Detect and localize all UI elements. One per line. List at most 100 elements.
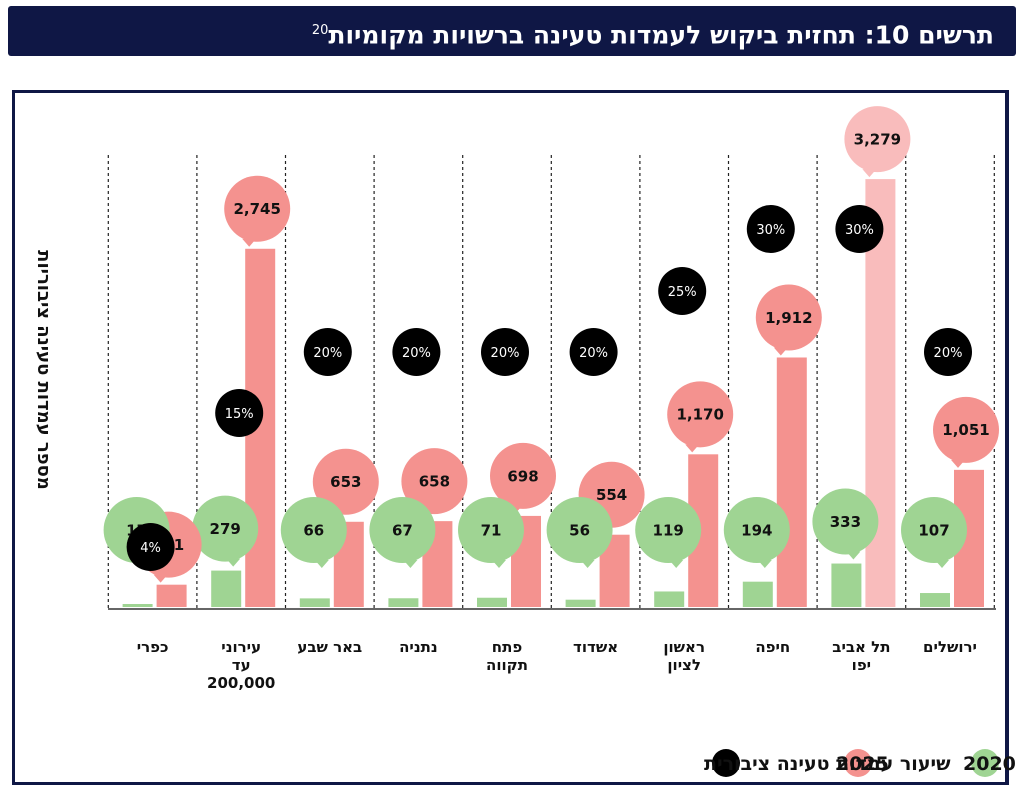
legend-swatch <box>712 749 740 777</box>
rate-bubble: 15% <box>215 389 264 437</box>
rate-bubble-circle <box>126 523 175 571</box>
x-axis-label: תל אביב יפו <box>832 638 890 674</box>
title-footnote: 20 <box>311 23 329 38</box>
x-axis-label-line: תל אביב <box>832 638 890 656</box>
legend-label: 2020 <box>963 753 1016 775</box>
label-2020-circle <box>812 488 879 555</box>
bar-2025 <box>776 357 807 607</box>
label-2020-value: 333 <box>830 513 861 531</box>
label-2025-value: 1,170 <box>676 406 723 424</box>
label-2025-value: 653 <box>330 473 361 491</box>
rate-bubble: 20% <box>481 328 529 376</box>
title-bar: תרשים 10: תחזית ביקוש לעמדות טעינה ברשוי… <box>8 6 1016 56</box>
label-2025-circle <box>224 175 291 242</box>
label-2020-circle <box>280 497 347 563</box>
label-2025-circle <box>667 381 734 448</box>
label-2020: 56 <box>546 497 613 568</box>
label-2020-circle <box>546 497 613 563</box>
x-axis-label: נתניה <box>399 638 438 656</box>
x-axis-label: ראשון לציון <box>663 638 705 674</box>
label-2020: 71 <box>458 497 524 568</box>
rate-bubble: 30% <box>835 205 884 253</box>
label-2025-value: 658 <box>419 473 450 491</box>
legend-item: 2025 <box>836 749 889 777</box>
x-axis-label-line: ירושלים <box>923 638 977 656</box>
bar-2020 <box>211 570 242 607</box>
x-axis-label: באר שבע <box>297 638 362 656</box>
label-2025-circle <box>490 442 556 509</box>
label-2025-circle <box>933 396 999 463</box>
rate-bubble: 20% <box>924 328 972 376</box>
label-2020: 66 <box>280 497 347 568</box>
label-2020-circle <box>901 497 967 563</box>
label-2020-circle <box>458 497 524 563</box>
rate-bubble-circle <box>835 205 884 253</box>
bar-2025 <box>156 584 187 607</box>
data-label-bubbles: 1,051 107 20% 3,279 333 30% 1,912 194 30% 1,170 11… <box>103 106 999 583</box>
label-2020: 333 <box>812 488 879 560</box>
label-2025-circle <box>844 106 911 173</box>
y-axis-label: מספר עמדות טעינה ציבוריות <box>33 250 54 490</box>
x-axis-label: כפרי <box>137 638 169 656</box>
label-2020-value: 67 <box>392 521 413 539</box>
label-2020-circle <box>635 497 702 563</box>
label-2020-value: 119 <box>653 521 684 539</box>
rate-bubble-value: 20% <box>579 346 608 361</box>
rate-bubble-circle <box>481 328 529 376</box>
bar-2020 <box>920 593 950 607</box>
bar-2020 <box>299 598 330 607</box>
label-2020: 119 <box>635 497 702 568</box>
bar-2020 <box>477 597 507 607</box>
rate-bubble-circle <box>215 389 264 437</box>
label-2020: 194 <box>723 497 790 568</box>
bar-2020 <box>122 604 153 607</box>
label-2020-value: 194 <box>741 521 772 539</box>
label-2020-value: 71 <box>481 521 502 539</box>
label-2025: 1,912 <box>755 284 822 356</box>
bar-2020 <box>654 591 685 607</box>
x-axis-label-line: אשדוד <box>573 638 618 656</box>
x-axis-label-line: פתח <box>492 638 523 656</box>
x-axis-label-line: באר שבע <box>297 638 362 656</box>
rate-bubble: 20% <box>392 328 441 376</box>
label-2020-circle <box>192 495 259 562</box>
rate-bubble-value: 20% <box>934 346 963 361</box>
label-2025-circle <box>755 284 822 351</box>
label-2025-value: 1,912 <box>765 309 812 327</box>
chart-frame <box>12 90 1009 785</box>
label-2025: 1,170 <box>667 381 734 453</box>
label-2025-value: 2,745 <box>233 200 280 218</box>
chart-title-text: תרשים 10: תחזית ביקוש לעמדות טעינה ברשוי… <box>328 20 994 50</box>
label-2025-value: 554 <box>596 486 627 504</box>
rate-bubble-value: 25% <box>668 285 697 300</box>
rate-bubble: 20% <box>569 328 618 376</box>
rate-bubble-circle <box>658 267 707 315</box>
x-axis-label-line: נתניה <box>399 638 438 656</box>
rate-bubble: 30% <box>746 205 795 253</box>
label-2025-value: 698 <box>507 467 538 485</box>
x-axis-label-line: חיפה <box>755 638 790 656</box>
x-axis-label-line: עירוני <box>221 638 261 656</box>
rate-bubble-value: 30% <box>756 223 785 238</box>
x-axis-label-line: יפו <box>852 656 871 674</box>
rate-bubble-value: 4% <box>140 541 161 556</box>
x-axis-label-line: ראשון <box>663 638 705 656</box>
rate-bubble-value: 20% <box>313 346 342 361</box>
bar-2020 <box>831 563 862 607</box>
rate-bubble-circle <box>746 205 795 253</box>
rate-bubble-circle <box>924 328 972 376</box>
label-2020: 107 <box>901 497 967 568</box>
label-2025: 658 <box>401 448 468 520</box>
x-axis-label: חיפה <box>755 638 790 656</box>
label-2020-value: 279 <box>210 520 241 538</box>
x-axis-label-line: תקווה <box>486 656 528 674</box>
x-axis-label-line: עד <box>232 656 251 674</box>
legend-label: 2025 <box>836 753 889 775</box>
legend-item: שיעור עמדות טעינה ציבורית <box>704 749 951 777</box>
rate-bubble-value: 20% <box>491 346 520 361</box>
rate-bubble-value: 30% <box>845 223 874 238</box>
label-2025: 2,745 <box>224 175 291 247</box>
label-2020-value: 66 <box>303 521 324 539</box>
